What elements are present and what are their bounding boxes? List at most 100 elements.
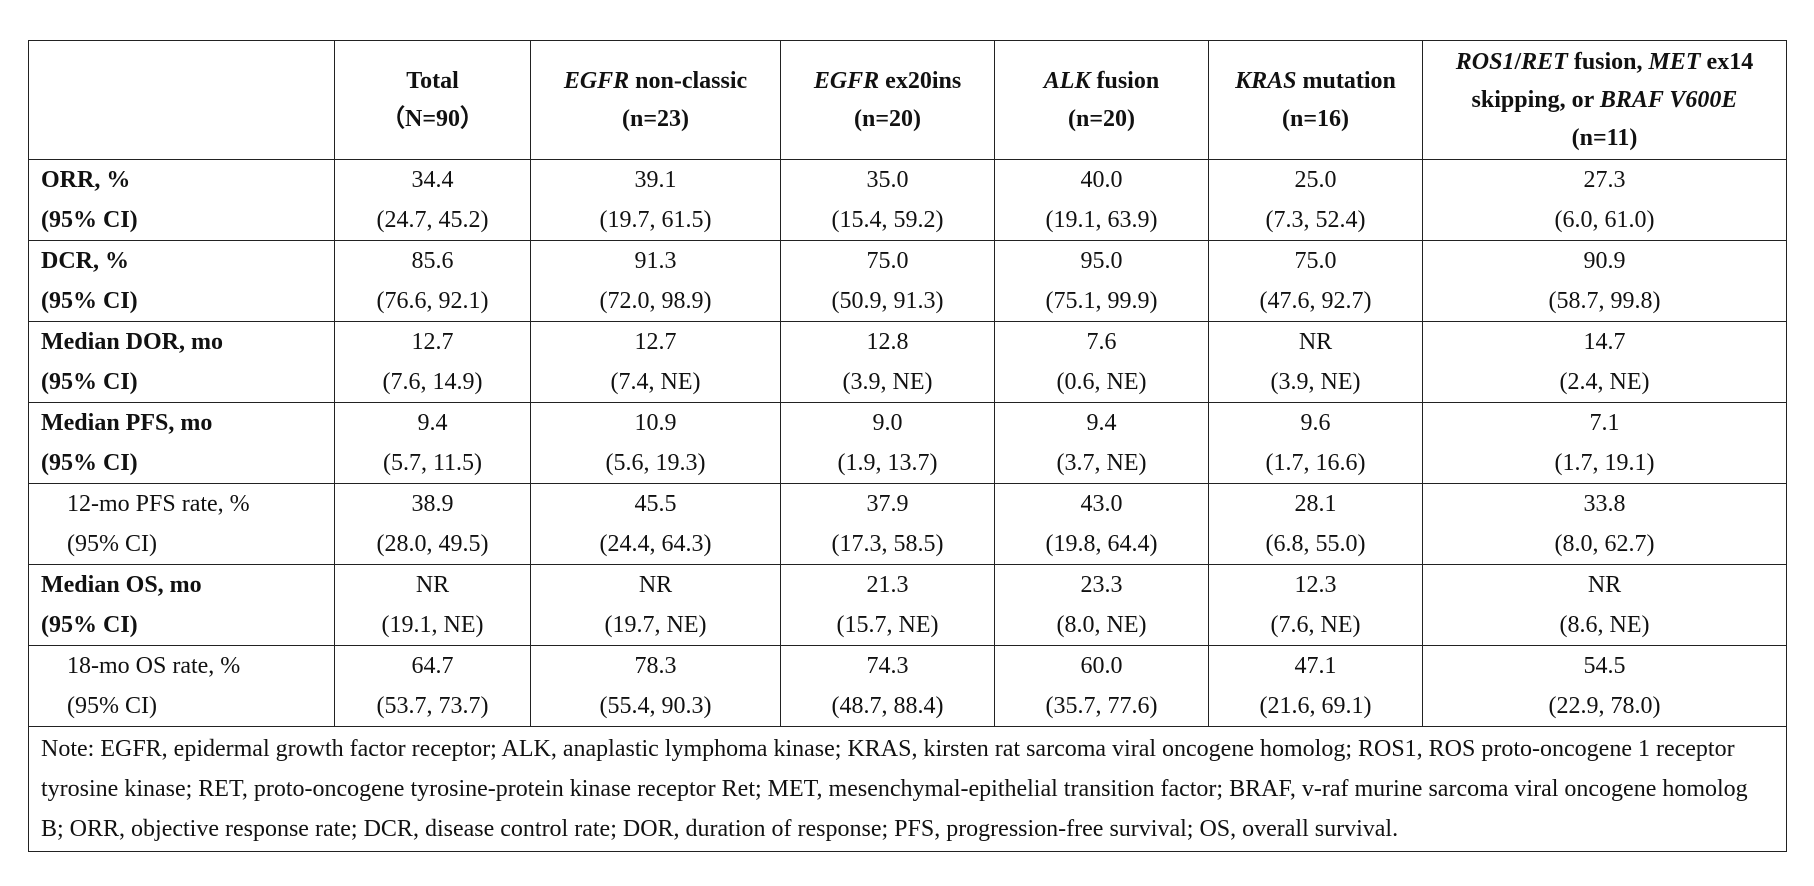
confidence-interval: (7.4, NE): [610, 369, 701, 395]
header-n: (n=20): [1067, 106, 1135, 132]
table-note: Note: EGFR, epidermal growth factor rece…: [28, 726, 1787, 852]
table-body: ORR, % (95% CI) 34.4 (24.7, 45.2) 39.1 (19.7,…: [28, 159, 1787, 727]
table-header-row: Total （N=90） EGFR non-classic (n=23) EGF…: [28, 40, 1787, 160]
point-estimate: 54.5: [1583, 653, 1626, 679]
value-cell: 60.0 (35.7, 77.6): [994, 645, 1209, 727]
value-cell: 40.0 (19.1, 63.9): [994, 159, 1209, 241]
row-label-ci: (95% CI): [41, 450, 138, 476]
row-label-ci: (95% CI): [41, 207, 138, 233]
value-cell: NR (8.6, NE): [1422, 564, 1787, 646]
header-empty-cell: [28, 40, 335, 160]
header-label: Total: [406, 68, 459, 94]
row-label-cell: Median OS, mo (95% CI): [28, 564, 335, 646]
point-estimate: 35.0: [866, 167, 909, 193]
header-label: non-classic: [629, 68, 748, 94]
point-estimate: 10.9: [634, 410, 677, 436]
row-label: Median OS, mo: [41, 572, 202, 598]
header-egfr-ex20ins: EGFR ex20ins (n=20): [780, 40, 995, 160]
value-cell: 12.3 (7.6, NE): [1208, 564, 1423, 646]
header-label: skipping, or: [1471, 87, 1600, 113]
point-estimate: NR: [415, 572, 450, 598]
header-label: ex14: [1700, 49, 1754, 75]
confidence-interval: (1.7, 16.6): [1265, 450, 1366, 476]
table-row: 12-mo PFS rate, % (95% CI) 38.9 (28.0, 49.5…: [28, 483, 1787, 565]
confidence-interval: (48.7, 88.4): [831, 693, 944, 719]
point-estimate: 12.7: [411, 329, 454, 355]
point-estimate: NR: [638, 572, 673, 598]
confidence-interval: (7.3, 52.4): [1265, 207, 1366, 233]
confidence-interval: (3.9, NE): [842, 369, 933, 395]
confidence-interval: (50.9, 91.3): [831, 288, 944, 314]
point-estimate: 91.3: [634, 248, 677, 274]
confidence-interval: (19.1, 63.9): [1045, 207, 1158, 233]
header-n: (n=20): [853, 106, 921, 132]
confidence-interval: (24.7, 45.2): [376, 207, 489, 233]
value-cell: 14.7 (2.4, NE): [1422, 321, 1787, 403]
point-estimate: 23.3: [1080, 572, 1123, 598]
value-cell: 9.6 (1.7, 16.6): [1208, 402, 1423, 484]
confidence-interval: (17.3, 58.5): [831, 531, 944, 557]
point-estimate: 95.0: [1080, 248, 1123, 274]
value-cell: 12.7 (7.4, NE): [530, 321, 781, 403]
value-cell: 75.0 (47.6, 92.7): [1208, 240, 1423, 322]
point-estimate: 9.4: [417, 410, 448, 436]
point-estimate: 9.0: [872, 410, 903, 436]
confidence-interval: (5.6, 19.3): [605, 450, 706, 476]
value-cell: 9.4 (5.7, 11.5): [334, 402, 531, 484]
point-estimate: 14.7: [1583, 329, 1626, 355]
point-estimate: 45.5: [634, 491, 677, 517]
point-estimate: 25.0: [1294, 167, 1337, 193]
point-estimate: 37.9: [866, 491, 909, 517]
value-cell: 9.4 (3.7, NE): [994, 402, 1209, 484]
row-label-cell: Median DOR, mo (95% CI): [28, 321, 335, 403]
header-n: (n=23): [621, 106, 689, 132]
point-estimate: 38.9: [411, 491, 454, 517]
row-label: 18-mo OS rate, %: [67, 653, 241, 679]
confidence-interval: (7.6, NE): [1270, 612, 1361, 638]
confidence-interval: (22.9, 78.0): [1548, 693, 1661, 719]
value-cell: 45.5 (24.4, 64.3): [530, 483, 781, 565]
header-gene: MET: [1648, 49, 1701, 75]
point-estimate: 74.3: [866, 653, 909, 679]
value-cell: 74.3 (48.7, 88.4): [780, 645, 995, 727]
point-estimate: NR: [1587, 572, 1622, 598]
header-n: (n=11): [1571, 125, 1638, 151]
row-label-ci: (95% CI): [41, 612, 138, 638]
confidence-interval: (8.0, 62.7): [1554, 531, 1655, 557]
point-estimate: 39.1: [634, 167, 677, 193]
confidence-interval: (3.7, NE): [1056, 450, 1147, 476]
confidence-interval: (8.6, NE): [1559, 612, 1650, 638]
value-cell: 35.0 (15.4, 59.2): [780, 159, 995, 241]
point-estimate: 75.0: [866, 248, 909, 274]
row-label: ORR, %: [41, 167, 131, 193]
confidence-interval: (47.6, 92.7): [1259, 288, 1372, 314]
value-cell: 33.8 (8.0, 62.7): [1422, 483, 1787, 565]
confidence-interval: (1.9, 13.7): [837, 450, 938, 476]
value-cell: 10.9 (5.6, 19.3): [530, 402, 781, 484]
row-label-cell: DCR, % (95% CI): [28, 240, 335, 322]
confidence-interval: (35.7, 77.6): [1045, 693, 1158, 719]
value-cell: 54.5 (22.9, 78.0): [1422, 645, 1787, 727]
confidence-interval: (58.7, 99.8): [1548, 288, 1661, 314]
confidence-interval: (55.4, 90.3): [599, 693, 712, 719]
row-label-ci: (95% CI): [67, 531, 157, 557]
value-cell: 91.3 (72.0, 98.9): [530, 240, 781, 322]
point-estimate: 33.8: [1583, 491, 1626, 517]
point-estimate: 7.1: [1589, 410, 1620, 436]
value-cell: 25.0 (7.3, 52.4): [1208, 159, 1423, 241]
row-label-cell: ORR, % (95% CI): [28, 159, 335, 241]
confidence-interval: (15.7, NE): [836, 612, 939, 638]
confidence-interval: (5.7, 11.5): [382, 450, 483, 476]
value-cell: NR (19.1, NE): [334, 564, 531, 646]
point-estimate: 40.0: [1080, 167, 1123, 193]
value-cell: 23.3 (8.0, NE): [994, 564, 1209, 646]
confidence-interval: (76.6, 92.1): [376, 288, 489, 314]
row-label-ci: (95% CI): [67, 693, 157, 719]
row-label-cell: 12-mo PFS rate, % (95% CI): [28, 483, 335, 565]
value-cell: 78.3 (55.4, 90.3): [530, 645, 781, 727]
value-cell: 27.3 (6.0, 61.0): [1422, 159, 1787, 241]
table-row: DCR, % (95% CI) 85.6 (76.6, 92.1) 91.3 (72.0,…: [28, 240, 1787, 322]
row-label: Median DOR, mo: [41, 329, 223, 355]
value-cell: 12.8 (3.9, NE): [780, 321, 995, 403]
confidence-interval: (1.7, 19.1): [1554, 450, 1655, 476]
